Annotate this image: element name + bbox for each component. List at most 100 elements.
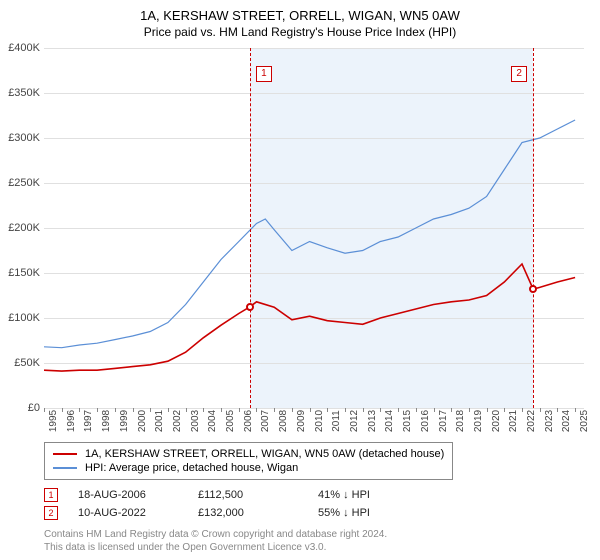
chart-subtitle: Price paid vs. HM Land Registry's House … [0, 23, 600, 39]
annotation-table: 1 18-AUG-2006 £112,500 41% ↓ HPI 2 10-AUG-202… [44, 486, 418, 522]
x-axis-label: 2015 [402, 410, 413, 432]
x-tick [97, 408, 98, 412]
x-axis-label: 1995 [48, 410, 59, 432]
x-tick [203, 408, 204, 412]
legend-label: 1A, KERSHAW STREET, ORRELL, WIGAN, WN5 0… [85, 448, 444, 460]
series-property [44, 264, 575, 371]
x-axis-label: 2010 [314, 410, 325, 432]
x-tick [168, 408, 169, 412]
series-hpi [44, 120, 575, 348]
annotation-marker-box: 1 [256, 66, 272, 82]
legend-item: HPI: Average price, detached house, Wiga… [53, 461, 444, 475]
x-tick [540, 408, 541, 412]
legend-item: 1A, KERSHAW STREET, ORRELL, WIGAN, WN5 0… [53, 447, 444, 461]
y-axis-label: £250K [2, 177, 40, 189]
x-tick [345, 408, 346, 412]
x-tick [44, 408, 45, 412]
x-tick [451, 408, 452, 412]
sale-marker [246, 303, 254, 311]
x-axis-label: 2018 [455, 410, 466, 432]
x-axis-label: 2006 [243, 410, 254, 432]
annotation-marker-box: 2 [511, 66, 527, 82]
x-axis-label: 2022 [526, 410, 537, 432]
legend: 1A, KERSHAW STREET, ORRELL, WIGAN, WN5 0… [44, 442, 453, 480]
x-tick [380, 408, 381, 412]
x-axis-label: 2005 [225, 410, 236, 432]
x-tick [522, 408, 523, 412]
x-tick [150, 408, 151, 412]
y-axis-label: £150K [2, 267, 40, 279]
x-axis-label: 2024 [561, 410, 572, 432]
x-axis-label: 2001 [154, 410, 165, 432]
x-axis-label: 2014 [384, 410, 395, 432]
y-axis-label: £100K [2, 312, 40, 324]
annotation-vline [533, 48, 534, 408]
x-tick [292, 408, 293, 412]
x-tick [557, 408, 558, 412]
x-axis-label: 2021 [508, 410, 519, 432]
x-axis-label: 2003 [190, 410, 201, 432]
x-tick [487, 408, 488, 412]
x-tick [62, 408, 63, 412]
annotation-vline [250, 48, 251, 408]
x-tick [575, 408, 576, 412]
x-tick [186, 408, 187, 412]
x-tick [221, 408, 222, 412]
x-axis-label: 2019 [473, 410, 484, 432]
annotation-row: 2 10-AUG-2022 £132,000 55% ↓ HPI [44, 504, 418, 522]
x-tick [416, 408, 417, 412]
footer-attribution: Contains HM Land Registry data © Crown c… [44, 528, 387, 554]
footer-line1: Contains HM Land Registry data © Crown c… [44, 528, 387, 541]
x-tick [256, 408, 257, 412]
x-tick [398, 408, 399, 412]
y-axis-label: £50K [2, 357, 40, 369]
y-axis-label: £300K [2, 132, 40, 144]
x-axis-label: 1997 [83, 410, 94, 432]
annotation-date: 18-AUG-2006 [78, 489, 178, 501]
x-tick [310, 408, 311, 412]
y-axis-label: £350K [2, 87, 40, 99]
x-axis-label: 1999 [119, 410, 130, 432]
x-axis-label: 2013 [367, 410, 378, 432]
annotation-number: 2 [44, 506, 58, 520]
x-axis-label: 1998 [101, 410, 112, 432]
legend-label: HPI: Average price, detached house, Wiga… [85, 462, 298, 474]
x-axis-label: 2020 [491, 410, 502, 432]
x-tick [434, 408, 435, 412]
y-axis-label: £0 [2, 402, 40, 414]
y-axis-label: £400K [2, 42, 40, 54]
legend-swatch [53, 467, 77, 469]
x-axis-label: 2002 [172, 410, 183, 432]
annotation-date: 10-AUG-2022 [78, 507, 178, 519]
annotation-number: 1 [44, 488, 58, 502]
annotation-hpi-diff: 41% ↓ HPI [318, 489, 418, 501]
plot-svg [44, 48, 584, 408]
x-tick [327, 408, 328, 412]
x-axis-label: 2025 [579, 410, 590, 432]
x-axis-label: 2000 [137, 410, 148, 432]
annotation-row: 1 18-AUG-2006 £112,500 41% ↓ HPI [44, 486, 418, 504]
footer-line2: This data is licensed under the Open Gov… [44, 541, 387, 554]
annotation-hpi-diff: 55% ↓ HPI [318, 507, 418, 519]
x-axis-label: 1996 [66, 410, 77, 432]
annotation-price: £132,000 [198, 507, 298, 519]
gridline-h [44, 408, 584, 409]
x-tick [469, 408, 470, 412]
x-axis-label: 2004 [207, 410, 218, 432]
annotation-price: £112,500 [198, 489, 298, 501]
x-axis-label: 2008 [278, 410, 289, 432]
x-tick [363, 408, 364, 412]
x-tick [133, 408, 134, 412]
chart-title: 1A, KERSHAW STREET, ORRELL, WIGAN, WN5 0… [0, 0, 600, 23]
x-axis-label: 2017 [438, 410, 449, 432]
x-tick [504, 408, 505, 412]
y-axis-label: £200K [2, 222, 40, 234]
x-tick [239, 408, 240, 412]
chart-area: 12 £0£50K£100K£150K£200K£250K£300K£350K£… [44, 48, 584, 408]
x-axis-label: 2023 [544, 410, 555, 432]
legend-swatch [53, 453, 77, 455]
x-axis-label: 2011 [331, 410, 342, 432]
x-tick [79, 408, 80, 412]
x-axis-label: 2009 [296, 410, 307, 432]
x-axis-label: 2012 [349, 410, 360, 432]
